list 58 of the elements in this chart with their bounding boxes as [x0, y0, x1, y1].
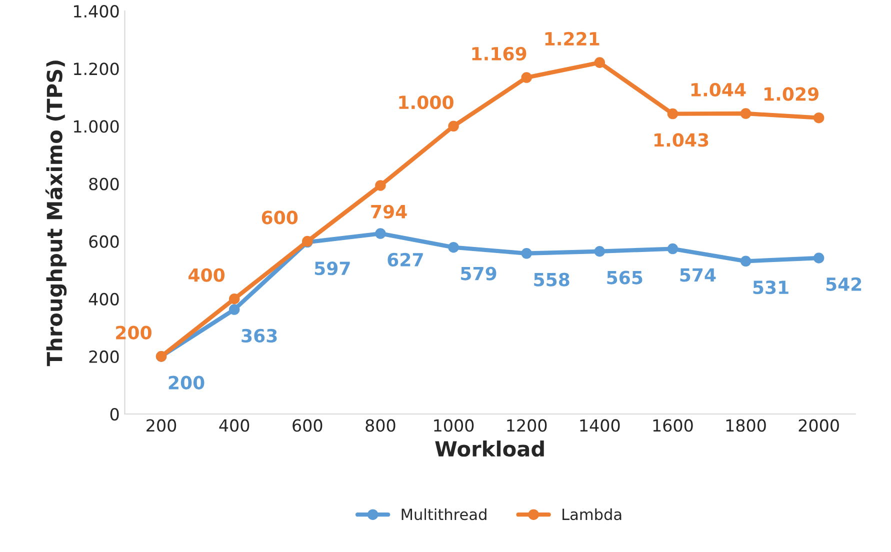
y-axis-title: Throughput Máximo (TPS): [45, 60, 67, 366]
data-label: 597: [314, 262, 350, 276]
point: [228, 304, 240, 315]
y-tick-label: 800: [89, 178, 119, 190]
point: [594, 57, 606, 68]
data-label: 627: [388, 252, 423, 267]
point: [740, 256, 752, 267]
x-axis-title: Workload: [435, 440, 544, 457]
point: [448, 120, 459, 132]
data-label: 531: [753, 280, 788, 294]
legend-label: Multithread: [402, 508, 486, 520]
data-label: 1.221: [545, 32, 600, 46]
point: [740, 108, 752, 119]
data-label: 794: [371, 204, 407, 218]
y-tick-label: 200: [89, 350, 119, 364]
data-label: 1.169: [472, 46, 526, 61]
data-label: 400: [188, 268, 225, 282]
y-tick-label: 1.400: [74, 5, 119, 18]
data-label: 1.043: [654, 133, 708, 147]
x-tick-label: 1600: [653, 419, 693, 432]
point: [667, 108, 678, 120]
data-label: 558: [534, 272, 570, 286]
data-label: 574: [680, 268, 716, 282]
x-tick-label: 1400: [580, 419, 620, 432]
data-label: 363: [242, 328, 277, 343]
y-tick-label: 400: [88, 292, 119, 306]
x-tick-label: 800: [366, 419, 396, 432]
data-label: 579: [461, 266, 496, 280]
y-tick-label: 1.200: [74, 62, 119, 76]
y-tick-label: 0: [110, 408, 119, 421]
y-tick-label: 600: [89, 235, 119, 248]
point: [667, 243, 678, 254]
x-tick-label: 2000: [798, 419, 839, 432]
data-label: 1.044: [691, 82, 746, 97]
x-tick-label: 1800: [726, 419, 766, 432]
data-label: 600: [262, 210, 298, 224]
point: [813, 112, 824, 124]
legend-label: Lambda: [562, 508, 622, 520]
data-label: 542: [826, 277, 862, 292]
point: [228, 293, 240, 304]
x-tick-label: 600: [292, 419, 322, 432]
point: [448, 242, 459, 253]
x-tick-label: 1000: [434, 419, 474, 432]
point: [375, 228, 386, 239]
data-label: 200: [116, 326, 152, 340]
x-tick-label: 200: [146, 419, 176, 432]
point: [521, 72, 532, 83]
point: [375, 180, 386, 191]
point: [594, 246, 606, 257]
x-tick-label: 400: [219, 419, 250, 432]
y-tick-label: 1.000: [74, 120, 119, 133]
point: [521, 248, 532, 259]
data-label: 565: [607, 270, 642, 284]
point: [813, 252, 824, 264]
data-label: 1.029: [764, 87, 818, 101]
data-label: 1.000: [399, 96, 454, 110]
x-tick-label: 1200: [507, 419, 547, 432]
data-label: 200: [168, 376, 204, 390]
